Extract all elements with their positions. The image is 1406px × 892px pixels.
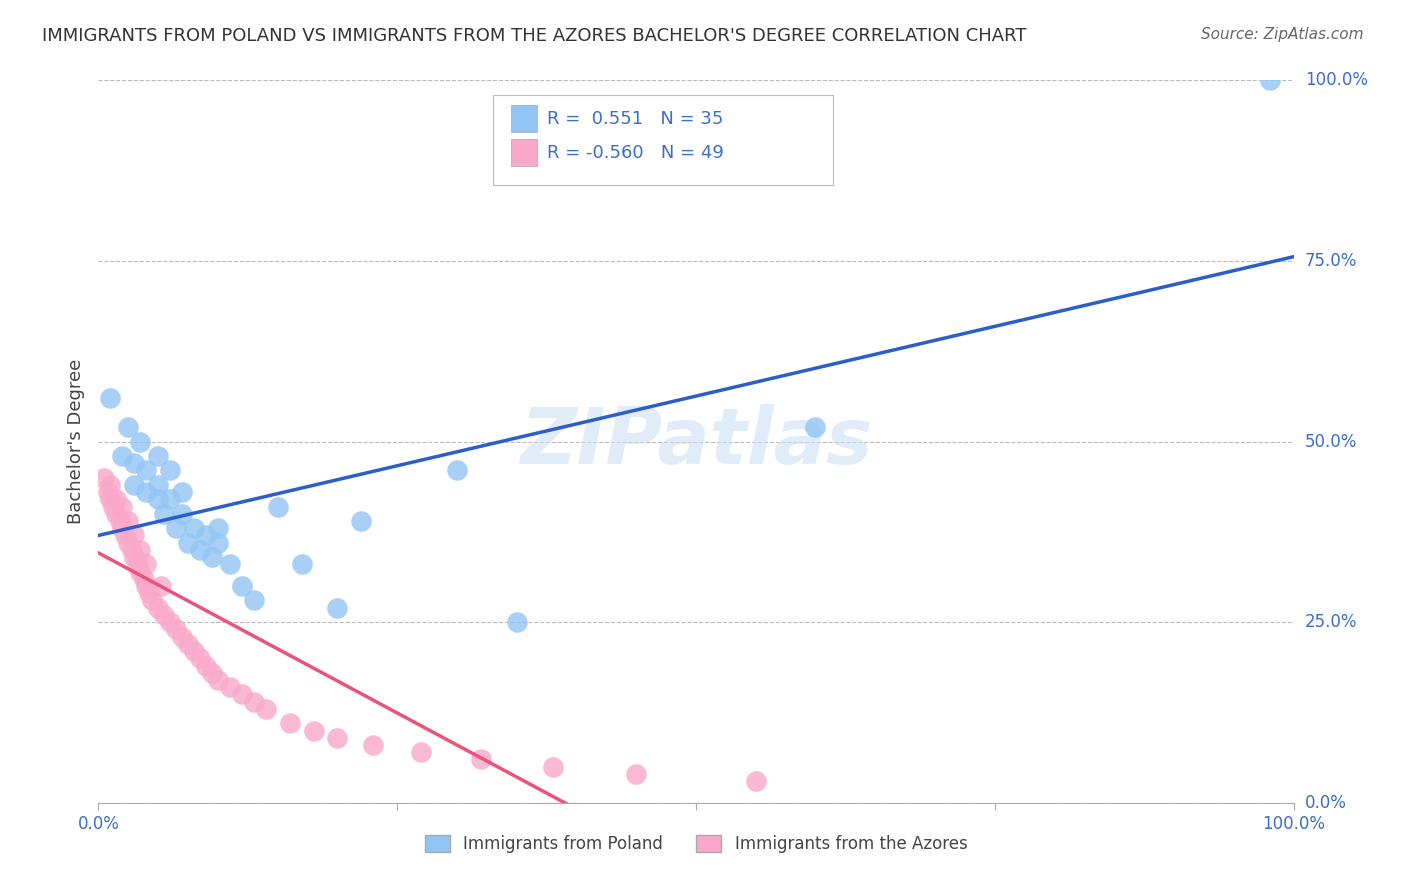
Point: [148, 492, 170, 507]
Point: [153, 507, 176, 521]
Point: [148, 449, 170, 463]
Point: [132, 572, 155, 586]
Point: [172, 485, 194, 500]
Point: [177, 535, 200, 549]
Point: [195, 528, 218, 542]
Y-axis label: Bachelor's Degree: Bachelor's Degree: [66, 359, 84, 524]
Point: [135, 579, 157, 593]
Text: 75.0%: 75.0%: [1305, 252, 1357, 270]
Point: [278, 716, 301, 731]
Point: [135, 485, 157, 500]
Point: [101, 500, 124, 514]
Text: 100.0%: 100.0%: [1305, 71, 1368, 89]
Text: R = -0.560   N = 49: R = -0.560 N = 49: [547, 144, 724, 161]
Point: [243, 593, 266, 607]
Text: 50.0%: 50.0%: [1305, 433, 1357, 450]
Point: [195, 658, 218, 673]
Text: IMMIGRANTS FROM POLAND VS IMMIGRANTS FROM THE AZORES BACHELOR'S DEGREE CORRELATI: IMMIGRANTS FROM POLAND VS IMMIGRANTS FRO…: [42, 27, 1026, 45]
FancyBboxPatch shape: [494, 95, 834, 185]
Point: [124, 528, 146, 542]
Point: [125, 558, 148, 572]
Point: [219, 680, 242, 694]
Text: 25.0%: 25.0%: [1305, 613, 1357, 632]
Point: [188, 542, 211, 557]
Point: [804, 420, 827, 434]
Point: [98, 478, 122, 492]
Point: [149, 579, 172, 593]
Point: [411, 745, 433, 759]
FancyBboxPatch shape: [510, 105, 537, 132]
Point: [326, 731, 349, 745]
Text: Source: ZipAtlas.com: Source: ZipAtlas.com: [1201, 27, 1364, 42]
Point: [201, 550, 224, 565]
Point: [302, 723, 325, 738]
Point: [129, 434, 152, 449]
Point: [129, 542, 152, 557]
Point: [626, 767, 648, 781]
Point: [231, 579, 253, 593]
Point: [267, 500, 290, 514]
Point: [165, 521, 187, 535]
Text: ZIPatlas: ZIPatlas: [520, 403, 872, 480]
Point: [172, 507, 194, 521]
Point: [153, 607, 176, 622]
Point: [148, 600, 170, 615]
Point: [148, 478, 170, 492]
Point: [541, 760, 564, 774]
Point: [111, 521, 134, 535]
Point: [124, 478, 146, 492]
Point: [108, 514, 131, 528]
Text: 0.0%: 0.0%: [1305, 794, 1347, 812]
Point: [470, 752, 492, 766]
Point: [159, 615, 181, 630]
Point: [188, 651, 211, 665]
Point: [326, 600, 349, 615]
Point: [159, 492, 181, 507]
Point: [114, 528, 136, 542]
Point: [291, 558, 314, 572]
Point: [363, 738, 385, 752]
Point: [93, 470, 115, 484]
Point: [201, 665, 224, 680]
Point: [177, 637, 200, 651]
Point: [231, 687, 253, 701]
Point: [506, 615, 529, 630]
Point: [111, 500, 134, 514]
FancyBboxPatch shape: [510, 139, 537, 166]
Point: [105, 492, 128, 507]
Point: [97, 485, 120, 500]
Point: [141, 593, 163, 607]
Text: R =  0.551   N = 35: R = 0.551 N = 35: [547, 110, 723, 128]
Legend: Immigrants from Poland, Immigrants from the Azores: Immigrants from Poland, Immigrants from …: [418, 828, 974, 860]
Point: [172, 630, 194, 644]
Point: [207, 521, 229, 535]
Point: [219, 558, 242, 572]
Point: [165, 623, 187, 637]
Point: [207, 535, 229, 549]
Point: [446, 463, 468, 477]
Point: [135, 558, 157, 572]
Point: [117, 420, 139, 434]
Point: [254, 702, 277, 716]
Point: [183, 644, 205, 658]
Point: [98, 492, 122, 507]
Point: [124, 550, 146, 565]
Point: [135, 463, 157, 477]
Point: [105, 507, 128, 521]
Point: [350, 514, 373, 528]
Point: [129, 565, 152, 579]
Point: [117, 514, 139, 528]
Point: [124, 456, 146, 470]
Point: [138, 586, 160, 600]
Point: [745, 774, 768, 789]
Point: [1258, 73, 1281, 87]
Point: [159, 463, 181, 477]
Point: [98, 391, 122, 405]
Point: [207, 673, 229, 687]
Point: [243, 695, 266, 709]
Point: [183, 521, 205, 535]
Point: [111, 449, 134, 463]
Point: [117, 535, 139, 549]
Point: [121, 542, 143, 557]
